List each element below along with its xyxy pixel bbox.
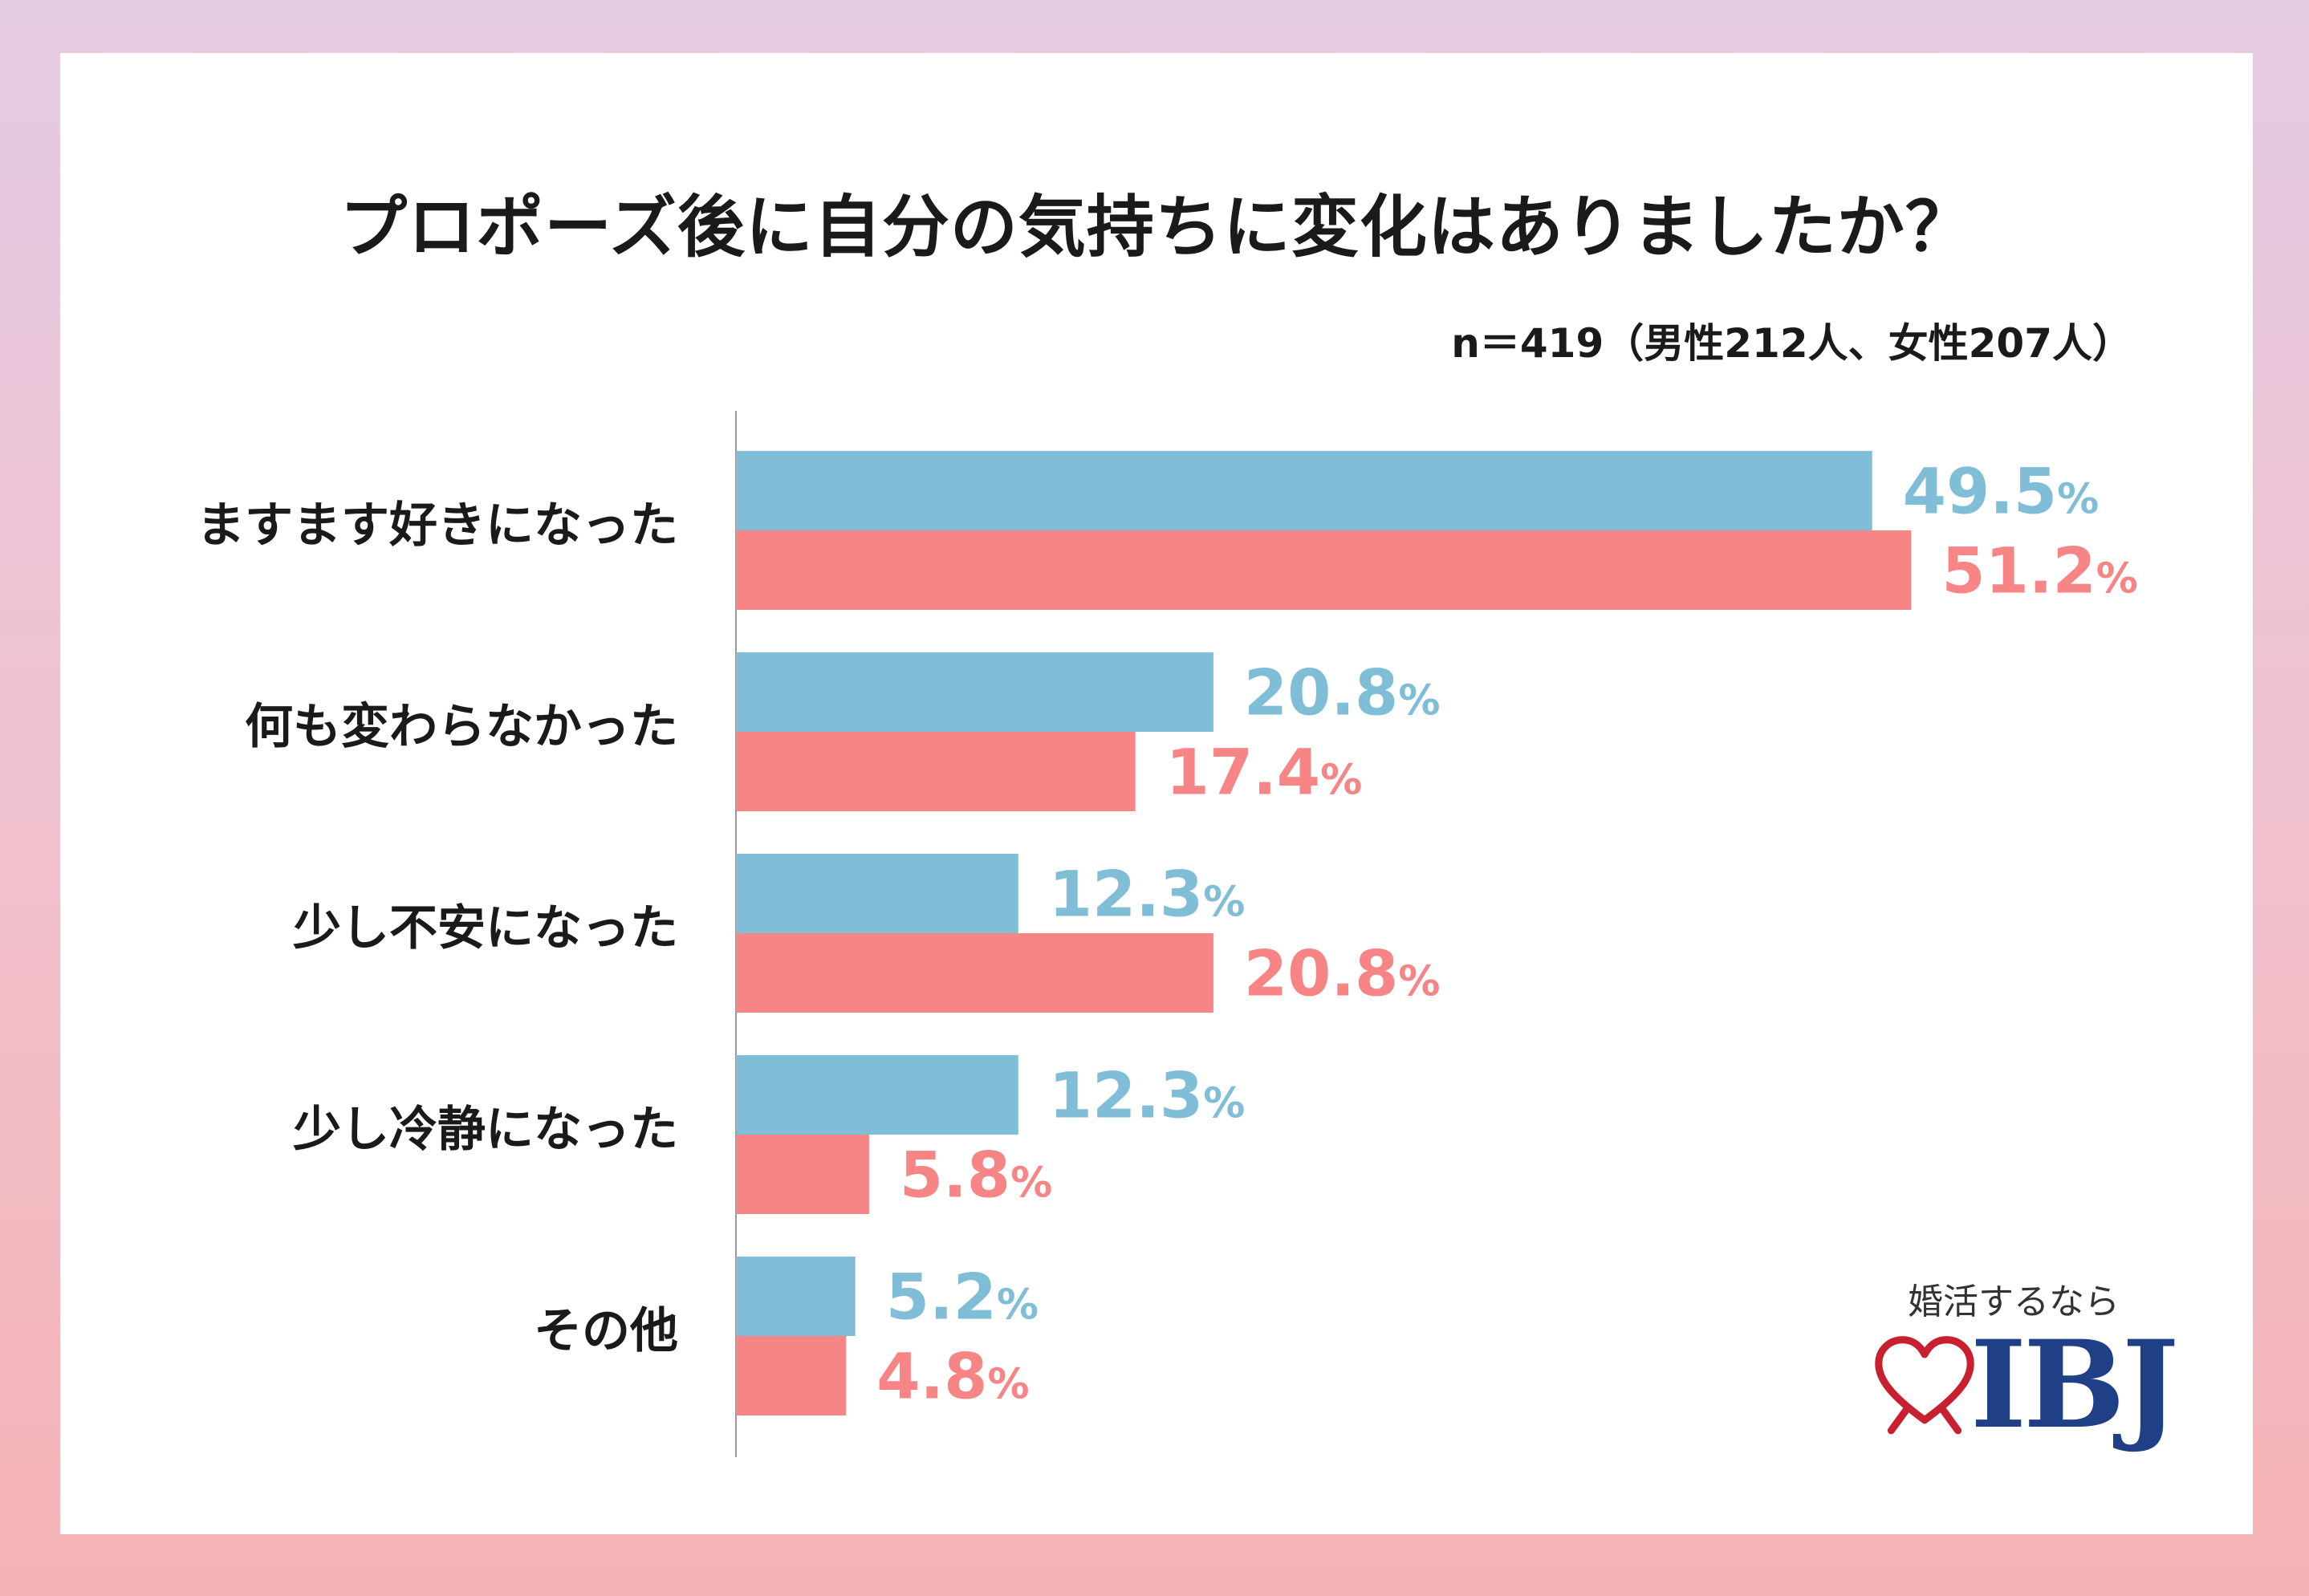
female-bar <box>736 933 1213 1013</box>
chart-title: プロポーズ後に自分の気持ちに変化はありましたか？ <box>339 188 1974 266</box>
bar-chart: ますます好きになった 49.5%51.2%何も変わらなかった 20.8%17.4%少… <box>197 411 2138 1457</box>
heart-icon <box>1875 1336 1974 1435</box>
female-value-label: 51.2% <box>1941 536 2138 608</box>
category-label: その他 <box>534 1303 678 1359</box>
female-value-label: 5.8% <box>900 1140 1052 1212</box>
male-value-label: 5.2% <box>886 1262 1039 1334</box>
category-label: ますます好きになった <box>197 497 678 554</box>
female-bar <box>736 732 1136 811</box>
category-label: 何も変わらなかった <box>245 699 678 755</box>
male-value-label: 12.3% <box>1049 1061 1246 1133</box>
female-bar <box>736 1135 869 1214</box>
logo-brand: IBJ <box>1970 1314 2179 1456</box>
category-label: 少し冷静になった <box>293 1102 678 1158</box>
logo-tagline: 婚活するなら <box>1908 1281 2120 1322</box>
chart-card: プロポーズ後に自分の気持ちに変化はありましたか？ n＝419（男性212人、女性… <box>60 53 2253 1534</box>
sample-size-note: n＝419（男性212人、女性207人） <box>1451 320 2132 367</box>
male-bar <box>736 451 1872 530</box>
male-bar <box>736 1257 856 1336</box>
male-bar <box>736 1055 1018 1135</box>
male-bar <box>736 652 1213 732</box>
female-value-label: 20.8% <box>1244 939 1441 1011</box>
category-label: 少し不安になった <box>293 900 678 956</box>
female-bar <box>736 1336 847 1415</box>
female-value-label: 4.8% <box>876 1342 1029 1414</box>
female-value-label: 17.4% <box>1166 737 1363 810</box>
male-value-label: 12.3% <box>1049 859 1246 932</box>
female-bar <box>736 530 1912 610</box>
ibj-logo: 婚活するなら IBJ <box>1872 1273 2179 1513</box>
male-bar <box>736 854 1018 933</box>
male-value-label: 49.5% <box>1903 457 2100 529</box>
male-value-label: 20.8% <box>1244 658 1441 730</box>
